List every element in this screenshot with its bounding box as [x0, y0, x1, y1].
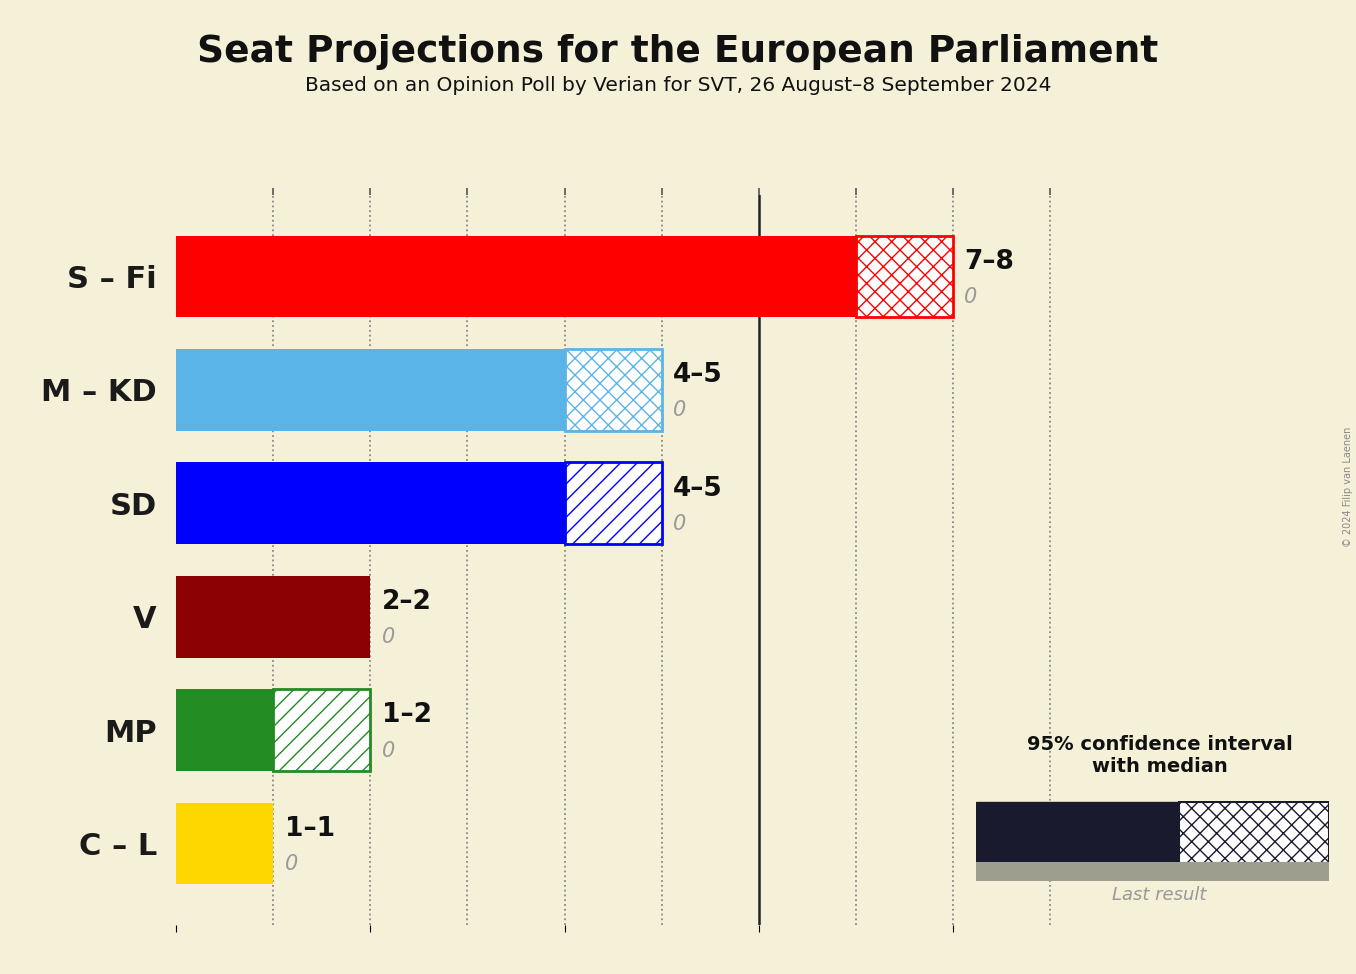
Bar — [176, 236, 856, 318]
Text: 1–2: 1–2 — [382, 702, 433, 729]
Text: Based on an Opinion Poll by Verian for SVT, 26 August–8 September 2024: Based on an Opinion Poll by Verian for S… — [305, 76, 1051, 95]
Bar — [856, 236, 953, 318]
Text: 0: 0 — [673, 400, 686, 421]
Text: 0: 0 — [285, 854, 298, 874]
Bar — [564, 463, 662, 544]
Text: © 2024 Filip van Laenen: © 2024 Filip van Laenen — [1344, 427, 1353, 547]
Text: 2–2: 2–2 — [382, 589, 433, 615]
Bar — [176, 803, 274, 884]
Bar — [1178, 802, 1329, 863]
Bar — [176, 463, 564, 544]
Text: 95% confidence interval
with median: 95% confidence interval with median — [1026, 735, 1292, 776]
Text: 0: 0 — [382, 627, 396, 647]
Text: 0: 0 — [964, 287, 978, 307]
Bar — [274, 690, 370, 771]
Bar — [976, 802, 1178, 863]
Text: 0: 0 — [673, 513, 686, 534]
Text: 0: 0 — [382, 740, 396, 761]
Text: Last result: Last result — [1112, 886, 1207, 904]
Bar — [564, 349, 662, 431]
Text: 4–5: 4–5 — [673, 475, 723, 502]
Text: Seat Projections for the European Parliament: Seat Projections for the European Parlia… — [198, 34, 1158, 70]
Text: 7–8: 7–8 — [964, 248, 1014, 275]
Text: 4–5: 4–5 — [673, 362, 723, 389]
Text: 1–1: 1–1 — [285, 816, 335, 842]
Bar — [176, 576, 370, 657]
Bar — [176, 349, 564, 431]
Bar — [176, 690, 274, 771]
